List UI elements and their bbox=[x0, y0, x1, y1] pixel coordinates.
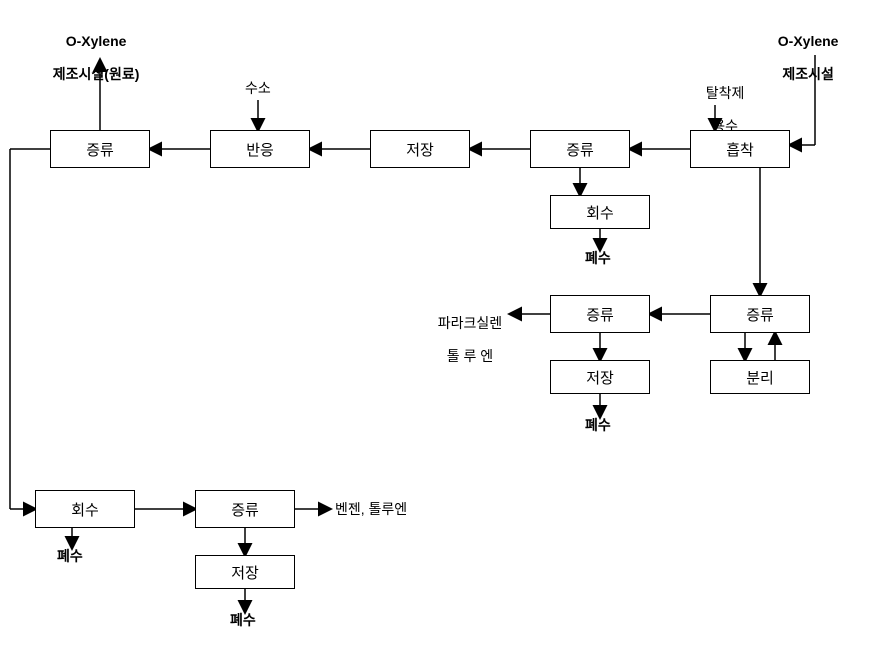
box-storage-3: 저장 bbox=[195, 555, 295, 589]
box-separation: 분리 bbox=[710, 360, 810, 394]
box-recovery-2: 회수 bbox=[35, 490, 135, 528]
label-waste-4: 폐수 bbox=[230, 612, 256, 629]
label-waste-3: 폐수 bbox=[57, 548, 83, 565]
box-storage-1: 저장 bbox=[370, 130, 470, 168]
box-adsorption: 흡착 bbox=[690, 130, 790, 168]
label-hydrogen: 수소 bbox=[245, 80, 271, 97]
label-oxylene-raw: O-Xylene 제조시설(원료) bbox=[45, 16, 139, 83]
box-recovery-1: 회수 bbox=[550, 195, 650, 229]
box-storage-2: 저장 bbox=[550, 360, 650, 394]
box-distillation-2: 증류 bbox=[530, 130, 630, 168]
label-paraxylene-toluene: 파라크실렌 톨 루 엔 bbox=[430, 298, 502, 365]
box-distillation-5: 증류 bbox=[195, 490, 295, 528]
box-reaction: 반응 bbox=[210, 130, 310, 168]
label-waste-1: 폐수 bbox=[585, 250, 611, 267]
box-distillation-1: 증류 bbox=[50, 130, 150, 168]
label-desorbent-water: 탈착제 용수 bbox=[698, 68, 744, 135]
box-distillation-3: 증류 bbox=[550, 295, 650, 333]
box-distillation-4: 증류 bbox=[710, 295, 810, 333]
label-benzene-toluene: 벤젠, 톨루엔 bbox=[335, 501, 407, 518]
label-oxylene-facility: O-Xylene 제조시설 bbox=[770, 16, 838, 83]
label-waste-2: 폐수 bbox=[585, 417, 611, 434]
